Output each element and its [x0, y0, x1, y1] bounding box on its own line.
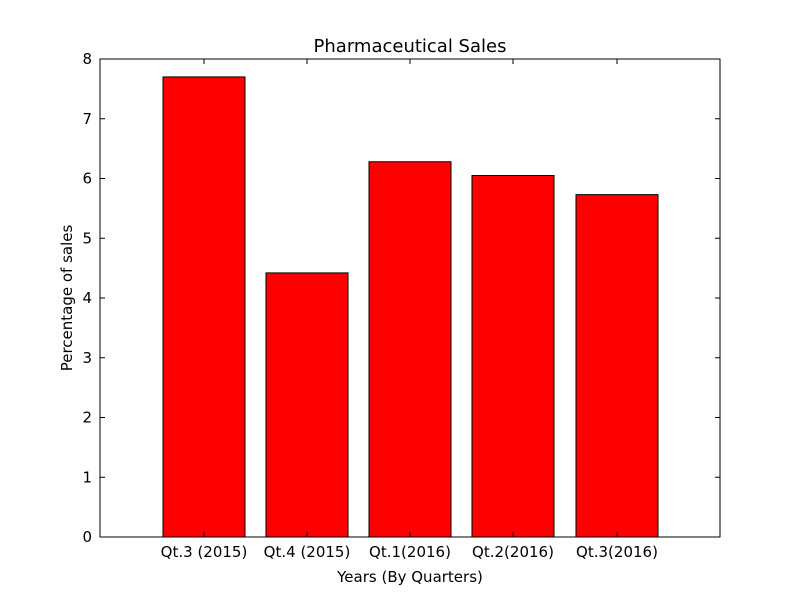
x-tick-label: Qt.3 (2015) [161, 543, 248, 561]
bar-3 [368, 161, 452, 538]
bars-group [162, 76, 659, 538]
chart-title: Pharmaceutical Sales [314, 36, 507, 57]
x-tick-label: Qt.3(2016) [576, 543, 658, 561]
x-axis: Qt.3 (2015) Qt.4 (2015) Qt.1(2016) Qt.2(201… [161, 59, 658, 561]
x-tick-label: Qt.1(2016) [369, 543, 451, 561]
y-axis-label: Percentage of sales [58, 225, 76, 372]
y-tick-label: 4 [82, 289, 92, 307]
y-tick-label: 2 [82, 409, 92, 427]
y-tick-label: 8 [82, 50, 92, 68]
bar-2 [265, 272, 349, 538]
x-axis-label: Years (By Quarters) [336, 568, 483, 586]
y-tick-label: 5 [82, 229, 92, 247]
y-tick-label: 7 [82, 110, 92, 128]
x-tick-label: Qt.4 (2015) [264, 543, 351, 561]
y-tick-label: 0 [82, 528, 92, 546]
y-axis: 0 1 2 3 4 5 6 7 8 [82, 50, 720, 546]
bar-4 [471, 175, 555, 538]
y-tick-label: 6 [82, 170, 92, 188]
plot-frame [99, 58, 721, 538]
bar-5 [575, 194, 659, 538]
x-tick-label: Qt.2(2016) [472, 543, 554, 561]
bar-1 [162, 76, 246, 538]
y-tick-label: 1 [82, 468, 92, 486]
y-tick-label: 3 [82, 349, 92, 367]
